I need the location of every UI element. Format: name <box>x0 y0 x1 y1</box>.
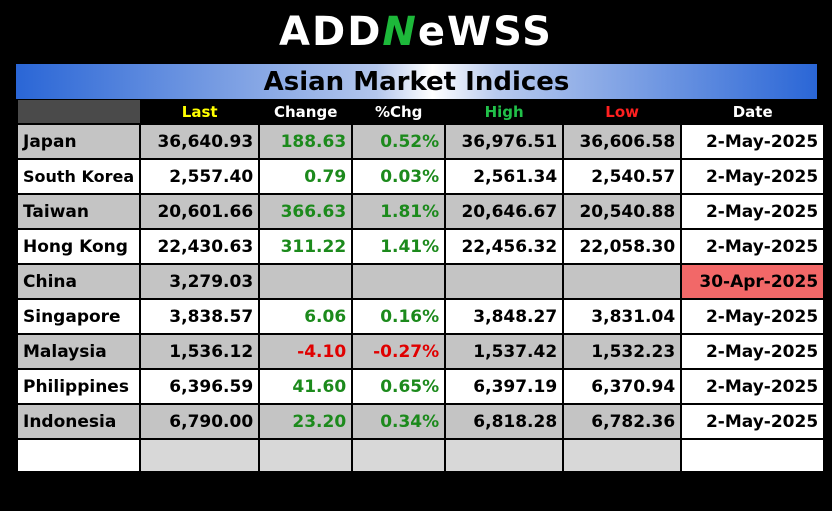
header-corner <box>16 99 141 125</box>
last-cell: 36,640.93 <box>139 123 261 160</box>
empty-row <box>15 438 826 473</box>
header-change: Change <box>258 99 353 125</box>
country-cell: Malaysia <box>15 333 142 370</box>
pct-change-cell: 1.81% <box>351 193 447 230</box>
indices-table: Last Change %Chg High Low Date Japan 36,… <box>15 99 826 473</box>
logo-text: ADDNeWSS <box>279 12 553 52</box>
pct-change-cell: 0.34% <box>351 403 447 440</box>
last-cell: 6,396.59 <box>139 368 261 405</box>
date-cell: 2-May-2025 <box>680 228 826 265</box>
low-cell: 1,532.23 <box>562 333 683 370</box>
header-last: Last <box>139 99 260 125</box>
pct-change-cell: 0.03% <box>351 158 447 195</box>
date-cell: 2-May-2025 <box>680 403 826 440</box>
change-cell: 41.60 <box>258 368 354 405</box>
low-cell <box>562 263 683 300</box>
empty-cell <box>680 438 826 473</box>
table-row: China 3,279.03 30-Apr-2025 <box>15 263 826 300</box>
low-cell: 6,782.36 <box>562 403 683 440</box>
high-cell: 3,848.27 <box>444 298 565 335</box>
low-cell: 36,606.58 <box>562 123 683 160</box>
date-cell: 2-May-2025 <box>680 368 826 405</box>
table-row: Hong Kong 22,430.63 311.22 1.41% 22,456.… <box>15 228 826 265</box>
last-cell: 22,430.63 <box>139 228 261 265</box>
low-cell: 6,370.94 <box>562 368 683 405</box>
logo-part-2: eWSS <box>417 9 553 55</box>
date-cell: 2-May-2025 <box>680 123 826 160</box>
last-cell: 1,536.12 <box>139 333 261 370</box>
country-cell: Japan <box>15 123 142 160</box>
empty-cell <box>444 438 565 473</box>
high-cell: 1,537.42 <box>444 333 565 370</box>
date-cell-stale: 30-Apr-2025 <box>680 263 826 300</box>
table-row: Indonesia 6,790.00 23.20 0.34% 6,818.28 … <box>15 403 826 440</box>
pct-change-cell: 0.52% <box>351 123 447 160</box>
pct-change-cell: 1.41% <box>351 228 447 265</box>
last-cell: 3,279.03 <box>139 263 261 300</box>
high-cell: 36,976.51 <box>444 123 565 160</box>
high-cell <box>444 263 565 300</box>
country-cell: Philippines <box>15 368 142 405</box>
header-low: Low <box>562 99 682 125</box>
pct-change-cell: 0.65% <box>351 368 447 405</box>
country-cell: Hong Kong <box>15 228 142 265</box>
high-cell: 2,561.34 <box>444 158 565 195</box>
low-cell: 22,058.30 <box>562 228 683 265</box>
logo: ADDNeWSS <box>0 0 832 64</box>
pct-change-cell: 0.16% <box>351 298 447 335</box>
change-cell: 188.63 <box>258 123 354 160</box>
last-cell: 6,790.00 <box>139 403 261 440</box>
change-cell: 0.79 <box>258 158 354 195</box>
change-cell: 6.06 <box>258 298 354 335</box>
table-row: Singapore 3,838.57 6.06 0.16% 3,848.27 3… <box>15 298 826 335</box>
empty-cell <box>258 438 354 473</box>
table-row: Japan 36,640.93 188.63 0.52% 36,976.51 3… <box>15 123 826 160</box>
header-row: Last Change %Chg High Low Date <box>16 99 825 125</box>
date-cell: 2-May-2025 <box>680 298 826 335</box>
table-row: Philippines 6,396.59 41.60 0.65% 6,397.1… <box>15 368 826 405</box>
title-banner: Asian Market Indices <box>16 64 817 99</box>
table-row: Malaysia 1,536.12 -4.10 -0.27% 1,537.42 … <box>15 333 826 370</box>
header-high: High <box>444 99 564 125</box>
change-cell: 23.20 <box>258 403 354 440</box>
change-cell <box>258 263 354 300</box>
empty-cell <box>351 438 447 473</box>
empty-cell <box>562 438 683 473</box>
high-cell: 6,397.19 <box>444 368 565 405</box>
pct-change-cell <box>351 263 447 300</box>
high-cell: 6,818.28 <box>444 403 565 440</box>
low-cell: 20,540.88 <box>562 193 683 230</box>
country-cell: Indonesia <box>15 403 142 440</box>
country-cell: Taiwan <box>15 193 142 230</box>
date-cell: 2-May-2025 <box>680 333 826 370</box>
table-row: South Korea 2,557.40 0.79 0.03% 2,561.34… <box>15 158 826 195</box>
low-cell: 2,540.57 <box>562 158 683 195</box>
logo-part-1: ADD <box>279 9 383 55</box>
date-cell: 2-May-2025 <box>680 158 826 195</box>
header-date: Date <box>680 99 825 125</box>
logo-accent-letter: N <box>382 9 418 55</box>
change-cell: -4.10 <box>258 333 354 370</box>
country-cell: China <box>15 263 142 300</box>
last-cell: 20,601.66 <box>139 193 261 230</box>
last-cell: 3,838.57 <box>139 298 261 335</box>
low-cell: 3,831.04 <box>562 298 683 335</box>
high-cell: 22,456.32 <box>444 228 565 265</box>
country-cell: Singapore <box>15 298 142 335</box>
pct-change-cell: -0.27% <box>351 333 447 370</box>
change-cell: 311.22 <box>258 228 354 265</box>
high-cell: 20,646.67 <box>444 193 565 230</box>
change-cell: 366.63 <box>258 193 354 230</box>
empty-cell <box>15 438 142 473</box>
last-cell: 2,557.40 <box>139 158 261 195</box>
page-title: Asian Market Indices <box>263 66 570 97</box>
header-pct-change: %Chg <box>351 99 446 125</box>
empty-cell <box>139 438 261 473</box>
date-cell: 2-May-2025 <box>680 193 826 230</box>
country-cell: South Korea <box>15 158 142 195</box>
table-row: Taiwan 20,601.66 366.63 1.81% 20,646.67 … <box>15 193 826 230</box>
